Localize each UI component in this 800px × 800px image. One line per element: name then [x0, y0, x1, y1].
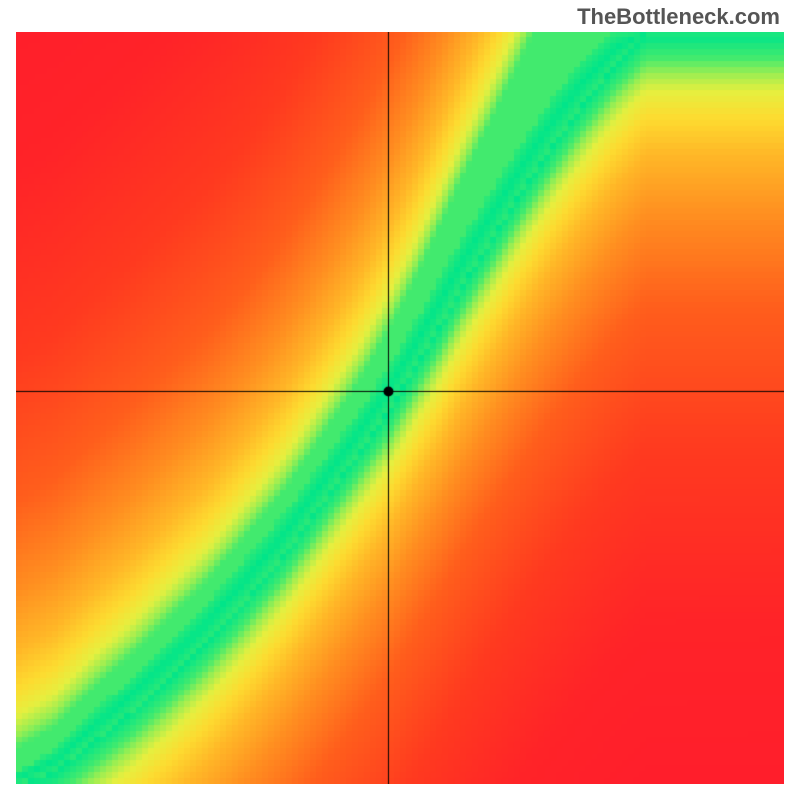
heatmap-chart: [16, 32, 784, 784]
attribution-text: TheBottleneck.com: [577, 4, 780, 30]
heatmap-canvas: [16, 32, 784, 784]
